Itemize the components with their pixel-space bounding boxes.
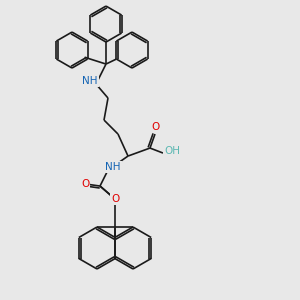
Text: OH: OH bbox=[164, 146, 180, 156]
Text: O: O bbox=[111, 194, 119, 204]
Text: O: O bbox=[151, 122, 159, 132]
Text: O: O bbox=[81, 179, 89, 189]
Text: NH: NH bbox=[82, 76, 98, 86]
Text: NH: NH bbox=[105, 162, 121, 172]
